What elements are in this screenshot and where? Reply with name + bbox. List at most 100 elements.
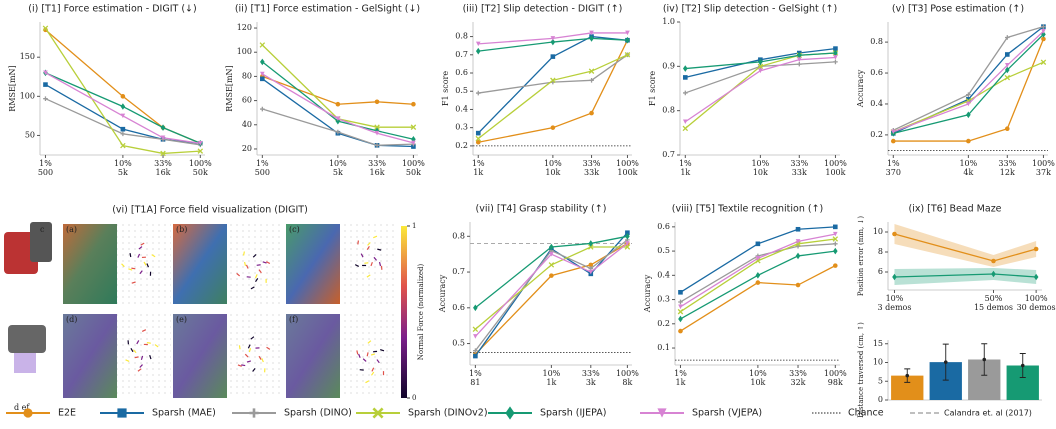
force-arrow: [143, 261, 147, 266]
marker: [160, 124, 166, 131]
chart-title: (ix) [T6] Bead Maze: [908, 204, 1001, 215]
y-tick-label: 0: [878, 395, 883, 404]
marker: [1041, 36, 1046, 42]
marker: [335, 129, 341, 135]
y-tick-label: 0.8: [455, 32, 468, 41]
marker: [678, 328, 683, 334]
marker: [473, 348, 478, 353]
marker: [472, 326, 479, 333]
chart-title: (i) [T1] Force estimation - DIGIT (↓): [28, 4, 196, 15]
sensor-label: c: [40, 225, 45, 234]
marker: [475, 139, 481, 145]
y-tick-label: 100: [20, 91, 35, 100]
force-arrow: [137, 253, 141, 258]
marker: [624, 52, 631, 58]
chart-title: (v) [T3] Pose estimation (↑): [892, 4, 1024, 15]
force-arrow: [243, 261, 247, 266]
error-band: [894, 268, 1037, 285]
marker: [966, 111, 971, 119]
x-tick-label: 100%: [616, 159, 639, 168]
series-line: [478, 54, 628, 94]
marker: [1004, 66, 1010, 74]
chart-title: (iv) [T2] Slip detection - GelSight (↑): [663, 4, 837, 15]
force-arrow: [149, 355, 152, 360]
y-tick-label: 0.5: [455, 86, 468, 95]
y-axis-label: F1 score: [648, 71, 657, 106]
force-arrow: [358, 353, 361, 358]
y-tick-label: 60: [242, 96, 252, 105]
y-tick-label: 0.2: [870, 130, 883, 139]
marker: [120, 103, 126, 110]
marker: [549, 251, 554, 257]
marker: [682, 65, 688, 72]
force-arrow: [146, 263, 150, 268]
y-tick-label: 0.1: [657, 343, 670, 352]
y-tick-label: 0.4: [455, 104, 468, 113]
marker: [757, 63, 764, 70]
force-arrow: [130, 348, 134, 353]
panel-label: (e): [176, 315, 187, 324]
force-arrow: [151, 254, 156, 258]
marker: [755, 272, 761, 279]
marker: [550, 54, 556, 59]
x-tick-count: 100k: [825, 168, 845, 177]
marker: [475, 90, 481, 96]
legend-label: Sparsh (DINOv2): [408, 408, 488, 419]
marker: [796, 57, 802, 62]
marker: [372, 407, 384, 419]
marker: [758, 68, 763, 74]
force-arrow: [366, 352, 369, 357]
tactile-images: [63, 224, 396, 398]
panel-label: (b): [176, 225, 187, 234]
force-arrow: [248, 348, 252, 353]
marker: [588, 240, 594, 247]
force-arrow: [238, 345, 241, 350]
marker: [833, 263, 838, 268]
marker: [43, 96, 48, 101]
force-arrow: [138, 246, 143, 250]
marker: [795, 226, 801, 232]
series-line: [474, 242, 628, 337]
marker: [588, 68, 595, 74]
marker: [374, 143, 380, 148]
colorbar-label: Normal Force (normalized): [417, 264, 425, 361]
y-tick-label: 0.5: [452, 339, 465, 348]
force-arrow: [146, 341, 151, 344]
marker: [795, 282, 801, 288]
force-arrow: [255, 278, 259, 283]
bar-point: [1020, 363, 1025, 368]
marker: [475, 130, 481, 136]
marker: [678, 304, 683, 310]
y-axis-label: RMSE[mN]: [225, 65, 234, 111]
x-tick-count: 50k: [406, 168, 421, 177]
y-tick-label: 0.3: [455, 123, 468, 132]
panel-label: (a): [66, 225, 77, 234]
marker: [890, 129, 896, 135]
force-arrow: [366, 274, 371, 278]
force-arrow: [129, 252, 132, 258]
force-arrow: [261, 358, 264, 363]
marker: [966, 138, 971, 144]
force-arrow: [377, 248, 382, 251]
marker: [475, 135, 482, 142]
legend-label: Sparsh (DINO): [284, 408, 352, 419]
marker: [588, 244, 594, 250]
marker: [550, 36, 556, 41]
marker: [473, 304, 478, 312]
marker: [682, 75, 688, 80]
x-tick-count: 5k: [118, 168, 128, 177]
force-arrow: [262, 261, 267, 264]
y-tick-label: 1.0: [662, 17, 675, 26]
marker: [833, 241, 838, 247]
x-tick-count: 10k: [545, 168, 560, 177]
x-tick-count: 3 demos: [877, 303, 911, 312]
legend-label: Sparsh (IJEPA): [540, 408, 606, 419]
marker: [755, 241, 761, 247]
marker: [1041, 28, 1046, 34]
force-arrow: [380, 348, 385, 352]
marker: [796, 51, 802, 59]
legend-label: Sparsh (VJEPA): [692, 408, 762, 419]
series-line: [45, 72, 201, 144]
x-tick-label: 33%: [368, 159, 386, 168]
force-arrow: [366, 246, 370, 250]
